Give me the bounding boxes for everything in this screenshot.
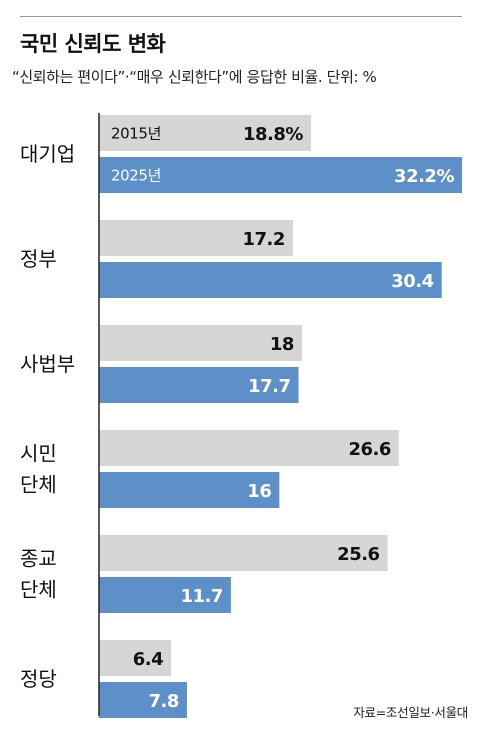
chart-subtitle: “신뢰하는 편이다”·“매우 신뢰한다”에 응답한 비율. 단위: % (12, 68, 377, 86)
data-label: 18 (270, 334, 294, 355)
category-label: 단체 (20, 578, 57, 602)
data-label: 25.6 (337, 544, 379, 565)
data-label: 26.6 (348, 439, 390, 460)
bar-2015 (99, 430, 399, 466)
bar-2025 (99, 262, 442, 298)
category-label: 정부 (20, 247, 57, 271)
bar-2015 (99, 535, 388, 571)
category-label: 종교 (20, 547, 57, 571)
data-label: 16 (247, 481, 271, 502)
chart-title: 국민 신뢰도 변화 (20, 32, 166, 56)
source-note: 자료=조선일보·서울대 (353, 705, 468, 720)
data-label: 6.4 (133, 649, 163, 670)
legend-label: 2015년 (111, 125, 161, 143)
bar-2015 (99, 640, 172, 676)
data-label: 17.7 (248, 376, 290, 397)
data-label: 18.8% (243, 124, 303, 145)
top-rule (20, 16, 462, 17)
bar-2015 (99, 115, 311, 151)
category-label: 정당 (20, 667, 57, 691)
category-label: 사법부 (20, 352, 75, 376)
bar-2025 (99, 157, 462, 193)
data-label: 30.4 (391, 271, 433, 292)
category-label: 단체 (20, 473, 57, 497)
bar-2025 (99, 577, 231, 613)
bar-2025 (99, 472, 280, 508)
data-label: 17.2 (242, 229, 284, 250)
bar-2025 (99, 367, 299, 403)
bar-2015 (99, 325, 302, 361)
legend-label: 2025년 (111, 167, 161, 185)
category-label: 시민 (20, 442, 57, 466)
bar-2025 (99, 682, 187, 718)
category-label: 대기업 (20, 142, 75, 166)
data-label: 32.2% (394, 166, 454, 187)
bar-2015 (99, 220, 293, 256)
data-label: 11.7 (180, 586, 222, 607)
data-label: 7.8 (149, 691, 179, 712)
